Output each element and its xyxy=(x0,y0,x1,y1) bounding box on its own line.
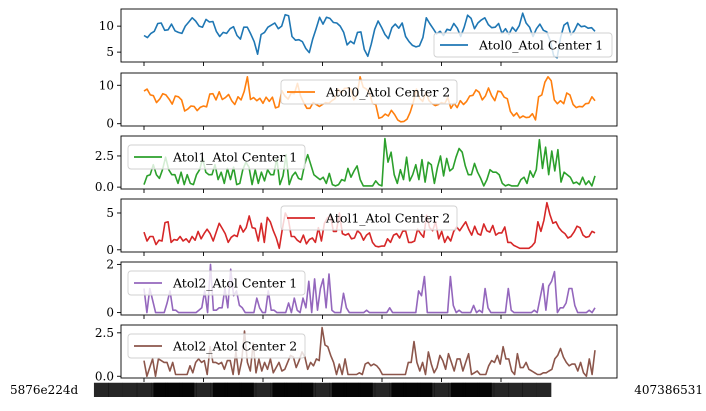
y-tick-label: 10 xyxy=(99,78,114,92)
subplot-4: 0 5 Atol1_Atol Center 2 xyxy=(106,198,618,257)
x-tick-label: ███████ xyxy=(152,382,255,397)
y-tick-label: 10 xyxy=(99,19,114,33)
x-tick-label: ███████ xyxy=(211,382,314,397)
legend-label: Atol1_Atol Center 1 xyxy=(172,150,297,165)
subplot-6: 0.0 2.5 Atol2_Atol Center 2 xyxy=(95,324,618,383)
x-tick-label-first: 5876e224d xyxy=(10,383,79,397)
legend-box xyxy=(280,205,458,231)
y-tick-label: 5 xyxy=(106,45,114,59)
legend: Atol2_Atol Center 2 xyxy=(127,333,306,359)
legend-box xyxy=(433,32,613,58)
legend: Atol1_Atol Center 2 xyxy=(280,205,458,231)
legend: Atol1_Atol Center 1 xyxy=(127,144,306,170)
legend-box xyxy=(127,144,306,170)
axes-frame xyxy=(120,261,618,316)
axes-frame xyxy=(120,198,618,253)
axes-frame xyxy=(120,72,618,127)
series-line-5 xyxy=(143,263,596,314)
legend-label: Atol0_Atol Center 2 xyxy=(325,85,450,100)
legend: Atol0_Atol Center 2 xyxy=(280,79,458,105)
legend-label: Atol2_Atol Center 2 xyxy=(172,339,297,354)
series-line-3 xyxy=(143,137,596,187)
x-tick-label: ███████ xyxy=(271,382,374,397)
legend-box xyxy=(280,79,458,105)
legend: Atol0_Atol Center 1 xyxy=(433,32,613,58)
y-tick-label: 0 xyxy=(106,243,114,257)
y-tick-label: 5 xyxy=(106,206,114,220)
y-tick-label: 0.0 xyxy=(95,180,114,194)
subplot-3: 0.0 2.5 Atol1_Atol Center 1 xyxy=(95,135,618,194)
axes-frame xyxy=(120,324,618,379)
x-tick-label: ███████ xyxy=(330,382,433,397)
x-tick-label: ███████ xyxy=(92,382,195,397)
legend-label: Atol2_Atol Center 1 xyxy=(172,276,297,291)
y-tick-label: 2.5 xyxy=(95,149,114,163)
series-line-4 xyxy=(143,201,596,250)
x-tick-label: ███████ xyxy=(390,382,493,397)
legend-label: Atol0_Atol Center 1 xyxy=(478,38,603,53)
legend-box xyxy=(127,333,306,359)
x-tick-label-clutter: ████████████████████████████████████████… xyxy=(92,382,552,397)
x-tick-label: ███████ xyxy=(449,382,552,397)
legend: Atol2_Atol Center 1 xyxy=(127,270,306,296)
legend-box xyxy=(127,270,306,296)
legend-label: Atol1_Atol Center 2 xyxy=(325,211,450,226)
subplot-5: 0 2 Atol2_Atol Center 1 xyxy=(106,257,618,320)
y-tick-label: 0 xyxy=(106,117,114,131)
axes-frame xyxy=(120,8,618,63)
series-line-1 xyxy=(143,12,596,59)
subplot-1: 5 10 Atol0_Atol Center 1 xyxy=(99,8,618,66)
series-line-6 xyxy=(143,326,596,378)
y-tick-label: 0.0 xyxy=(95,369,114,383)
subplot-2: 0 10 Atol0_Atol Center 2 xyxy=(99,72,618,131)
axes-frame xyxy=(120,135,618,190)
y-tick-label: 2 xyxy=(106,257,114,271)
y-tick-label: 0 xyxy=(106,306,114,320)
x-tick-label-last: 407386531 xyxy=(634,383,703,397)
y-tick-label: 2.5 xyxy=(95,326,114,340)
